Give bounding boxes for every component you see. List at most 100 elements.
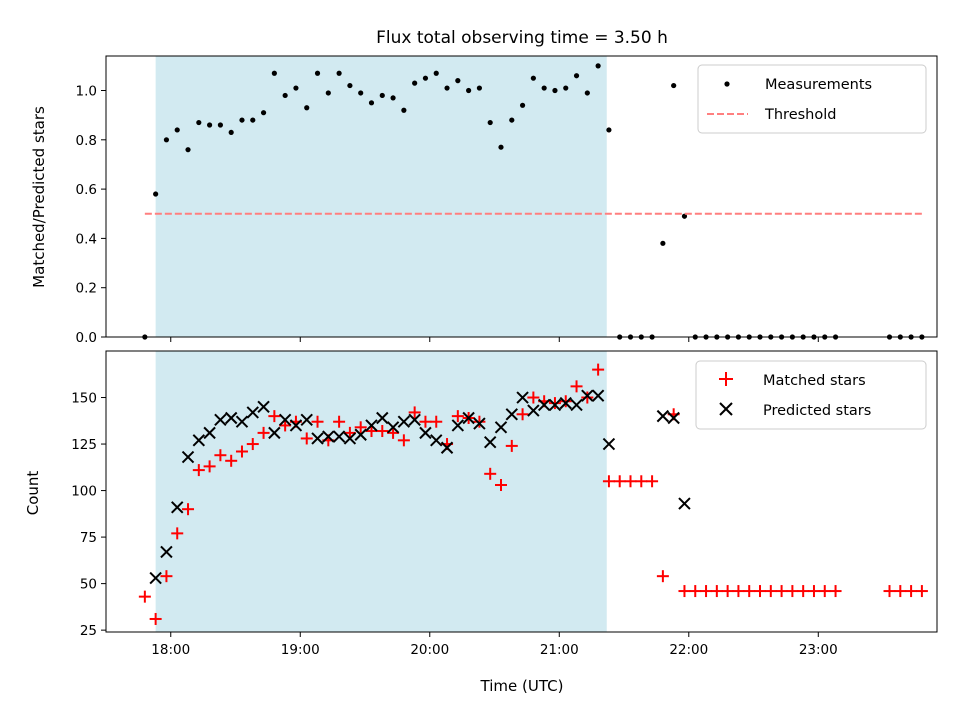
predicted-star-point (559, 396, 572, 410)
measurement-point (358, 90, 364, 96)
bot-x-tick-label: 23:00 (799, 642, 838, 658)
matched-star-point (160, 570, 173, 583)
predicted-star-point (527, 404, 540, 417)
measurement-point (239, 117, 245, 123)
bot-shaded-interval (155, 351, 607, 632)
predicted-star-point (257, 400, 270, 414)
matched-star-point (333, 415, 346, 428)
measurement-point (185, 147, 191, 153)
top-axes: 0.0 0.2 0.4 0.6 0.8 1.0 (76, 55, 938, 346)
matched-star-point (257, 426, 270, 439)
predicted-star-point (678, 497, 691, 510)
predicted-star-point (430, 434, 443, 447)
matched-star-point (311, 415, 324, 428)
predicted-star-point (483, 435, 497, 449)
bottom-axes: 25 50 75 100 125 150 18:00 19:00 20:00 21:00 22:00… (71, 350, 938, 658)
measurement-point (228, 129, 234, 136)
matched-star-point (149, 612, 162, 625)
predicted-star-point (591, 389, 605, 402)
measurement-point (153, 191, 159, 197)
predicted-star-point (246, 406, 259, 419)
matched-star-point (365, 425, 378, 438)
bot-x-tick-label: 19:00 (281, 642, 320, 658)
matched-star-point (548, 397, 561, 410)
matched-star-point (246, 438, 259, 451)
predicted-star-point (516, 391, 529, 404)
predicted-star-point (570, 398, 583, 412)
matched-star-point (754, 585, 767, 598)
predicted-star-point (667, 411, 680, 425)
matched-star-point (894, 585, 907, 598)
top-axes-frame (105, 55, 938, 338)
matched-star-point (786, 585, 799, 598)
matched-star-point (171, 527, 184, 540)
predicted-star-point (203, 426, 216, 440)
predicted-star-point (376, 411, 389, 425)
matched-star-point (656, 570, 669, 583)
measurement-point (412, 80, 418, 86)
matched-star-point (214, 449, 227, 462)
measurement-point (444, 85, 450, 91)
top-legend-box (697, 64, 927, 134)
top-y-tick-label: 0.8 (76, 133, 97, 149)
measurement-point (174, 127, 180, 133)
predicted-star-point (268, 426, 281, 440)
measurement-point (293, 85, 299, 91)
measurement-point (314, 70, 321, 76)
top-shaded-interval (155, 56, 607, 337)
observing-window-top (155, 56, 607, 337)
measurement-point (271, 70, 277, 76)
predicted-star-point (278, 413, 292, 427)
predicted-star-point (171, 501, 184, 514)
matched-star-point (279, 419, 292, 432)
bottom-legend-box (695, 360, 927, 430)
predicted-star-point (235, 415, 249, 428)
predicted-star-point (322, 430, 335, 443)
chart-title: Flux total observing time = 3.50 h (376, 28, 668, 48)
matched-star-point (138, 590, 151, 603)
matched-star-point (743, 585, 756, 598)
top-y-tick-label: 0.6 (76, 182, 97, 198)
predicted-star-point (181, 450, 195, 464)
measurement-point (304, 105, 310, 111)
matched-star-point (818, 585, 831, 598)
matched-star-point (419, 415, 432, 428)
matched-star-point (192, 464, 205, 477)
predicted-star-point (192, 434, 206, 447)
matched-star-point (430, 415, 443, 428)
predicted-star-point (332, 430, 346, 443)
matched-star-point (225, 454, 238, 467)
measurement-point (368, 100, 375, 106)
matched-star-point (883, 585, 896, 598)
legend-matched-stars: Matched stars (763, 373, 866, 389)
bottom-y-axis-label: Count (24, 471, 42, 516)
predicted-star-point (224, 411, 238, 425)
predicted-star-point (311, 432, 324, 445)
measurement-point (260, 110, 267, 116)
matched-star-point (376, 425, 389, 438)
predicted-legend-marker (719, 402, 733, 416)
measurement-point (325, 90, 331, 96)
matched-star-point (829, 585, 842, 598)
measurement-point (584, 90, 590, 96)
predicted-star-point (581, 389, 594, 402)
matched-star-point (721, 585, 734, 598)
matched-star-point (527, 391, 540, 404)
predicted-star-point (656, 409, 670, 423)
matched-star-point (484, 467, 497, 480)
matched-star-point (592, 363, 605, 376)
measurement-point (422, 75, 429, 81)
predicted-star-point (473, 417, 486, 430)
top-y-tick-label: 0.4 (76, 231, 97, 247)
matched-star-point (268, 410, 281, 423)
matched-star-point (235, 445, 248, 458)
measurement-point (466, 87, 472, 94)
measurement-point (530, 75, 536, 81)
measurement-point (519, 102, 526, 108)
matched-star-point (516, 408, 529, 421)
bot-y-tick-label: 150 (71, 391, 97, 407)
bot-x-tick-label: 21:00 (540, 642, 579, 658)
measurement-point (660, 240, 666, 246)
measurement-point (433, 70, 439, 76)
predicted-star-point (354, 428, 367, 441)
